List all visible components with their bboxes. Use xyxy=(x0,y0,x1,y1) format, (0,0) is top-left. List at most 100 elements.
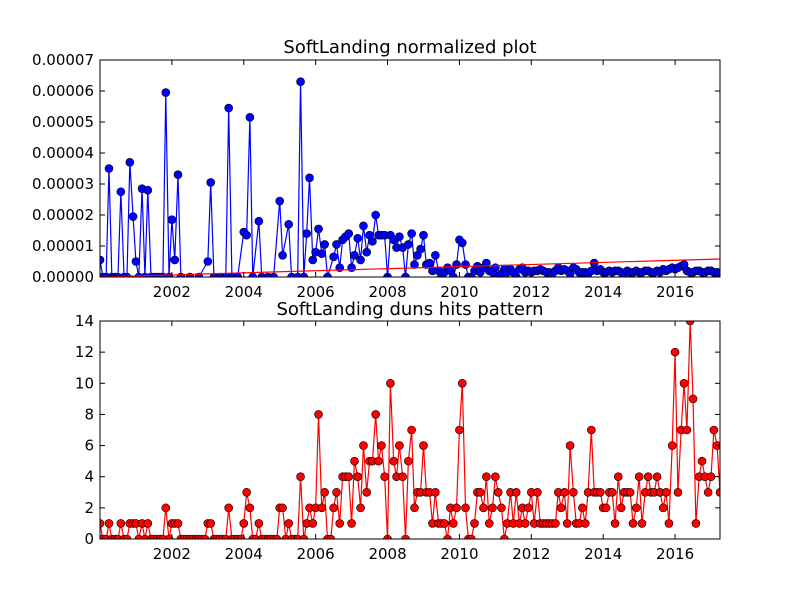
data-point xyxy=(308,519,318,528)
axes-frame xyxy=(99,320,721,540)
data-point xyxy=(395,441,404,450)
data-point xyxy=(449,519,458,528)
x-tick-label: 2010 xyxy=(440,545,478,563)
data-point xyxy=(353,472,363,482)
data-point xyxy=(170,255,180,265)
x-tick-label: 2010 xyxy=(440,283,478,301)
duns-hits-chart: SoftLanding duns hits pattern 2002 2004 20… xyxy=(75,299,721,563)
data-point xyxy=(350,251,359,260)
data-point xyxy=(377,441,386,450)
data-point xyxy=(682,425,692,435)
data-point xyxy=(401,272,410,277)
data-point xyxy=(299,272,309,277)
data-point xyxy=(706,472,716,482)
data-point xyxy=(667,441,677,450)
data-point xyxy=(673,487,683,497)
plot-area xyxy=(100,77,720,277)
data-point xyxy=(709,425,719,435)
data-point xyxy=(224,503,233,513)
data-point xyxy=(371,210,380,220)
axes: 2002 2004 2006 2008 2010 2012 2014 2016 0.00000 0… xyxy=(32,51,721,301)
data-point xyxy=(236,534,246,539)
data-point xyxy=(466,534,476,539)
x-tick-label: 2014 xyxy=(584,545,622,563)
plot-clip xyxy=(100,77,720,277)
data-point xyxy=(329,252,338,262)
data-point xyxy=(560,487,569,497)
data-point xyxy=(551,519,560,528)
data-point xyxy=(715,269,720,277)
y-tick-label: 0.00000 xyxy=(32,268,94,286)
data-point xyxy=(461,503,470,513)
data-point xyxy=(161,88,171,97)
plot-area xyxy=(100,321,720,539)
data-point xyxy=(206,519,215,528)
data-point xyxy=(362,247,371,257)
data-point xyxy=(452,503,461,513)
data-point xyxy=(278,503,287,513)
data-point xyxy=(562,519,572,528)
data-point xyxy=(320,240,329,249)
x-tick-label: 2012 xyxy=(512,283,550,301)
data-point xyxy=(206,178,215,187)
data-point xyxy=(643,472,653,482)
data-point xyxy=(350,456,359,466)
data-point xyxy=(329,503,338,513)
data-point xyxy=(431,251,440,260)
data-point xyxy=(511,487,521,497)
data-point xyxy=(497,503,506,513)
data-point xyxy=(395,232,404,241)
data-point xyxy=(455,425,464,435)
axes-frame xyxy=(99,59,721,278)
data-point xyxy=(173,519,183,528)
data-point xyxy=(596,487,605,497)
data-point xyxy=(670,347,680,357)
x-tick-label: 2016 xyxy=(656,283,694,301)
data-point xyxy=(500,534,509,539)
data-point xyxy=(587,425,596,435)
data-point xyxy=(308,255,318,265)
data-point xyxy=(143,519,153,528)
data-point xyxy=(425,258,434,268)
data-point xyxy=(404,240,413,249)
data-point xyxy=(173,170,183,179)
data-point xyxy=(610,519,620,528)
data-point xyxy=(284,220,294,229)
data-point xyxy=(479,503,488,513)
chart-title: SoftLanding normalized plot xyxy=(283,37,536,58)
data-point xyxy=(332,240,341,249)
x-tick-label: 2004 xyxy=(225,545,263,563)
y-tick-label: 0.00005 xyxy=(32,113,94,131)
data-point xyxy=(407,229,416,238)
data-point xyxy=(245,113,255,122)
data-point xyxy=(380,472,389,482)
data-point xyxy=(661,487,671,497)
data-point xyxy=(128,212,138,221)
data-point xyxy=(344,229,354,238)
data-point xyxy=(242,487,251,497)
data-point xyxy=(715,487,720,497)
data-point xyxy=(607,487,617,497)
chart-title: SoftLanding duns hits pattern xyxy=(276,299,543,320)
data-point xyxy=(314,410,323,419)
data-point xyxy=(203,257,213,266)
data-point xyxy=(488,503,497,513)
data-point xyxy=(520,519,530,528)
data-point xyxy=(305,173,314,183)
data-point xyxy=(335,519,345,528)
data-point xyxy=(242,230,251,240)
data-point xyxy=(410,260,419,269)
x-tick-label: 2012 xyxy=(512,545,550,563)
y-tick-label: 0.00001 xyxy=(32,237,94,255)
data-point xyxy=(416,244,425,254)
data-point xyxy=(125,158,135,167)
y-tick-label: 0.00004 xyxy=(32,144,94,162)
data-point xyxy=(482,472,491,482)
data-point xyxy=(224,103,233,113)
data-point xyxy=(344,472,354,482)
data-point xyxy=(104,164,114,173)
data-point xyxy=(482,258,491,268)
data-point xyxy=(275,196,285,206)
data-point xyxy=(703,487,713,497)
